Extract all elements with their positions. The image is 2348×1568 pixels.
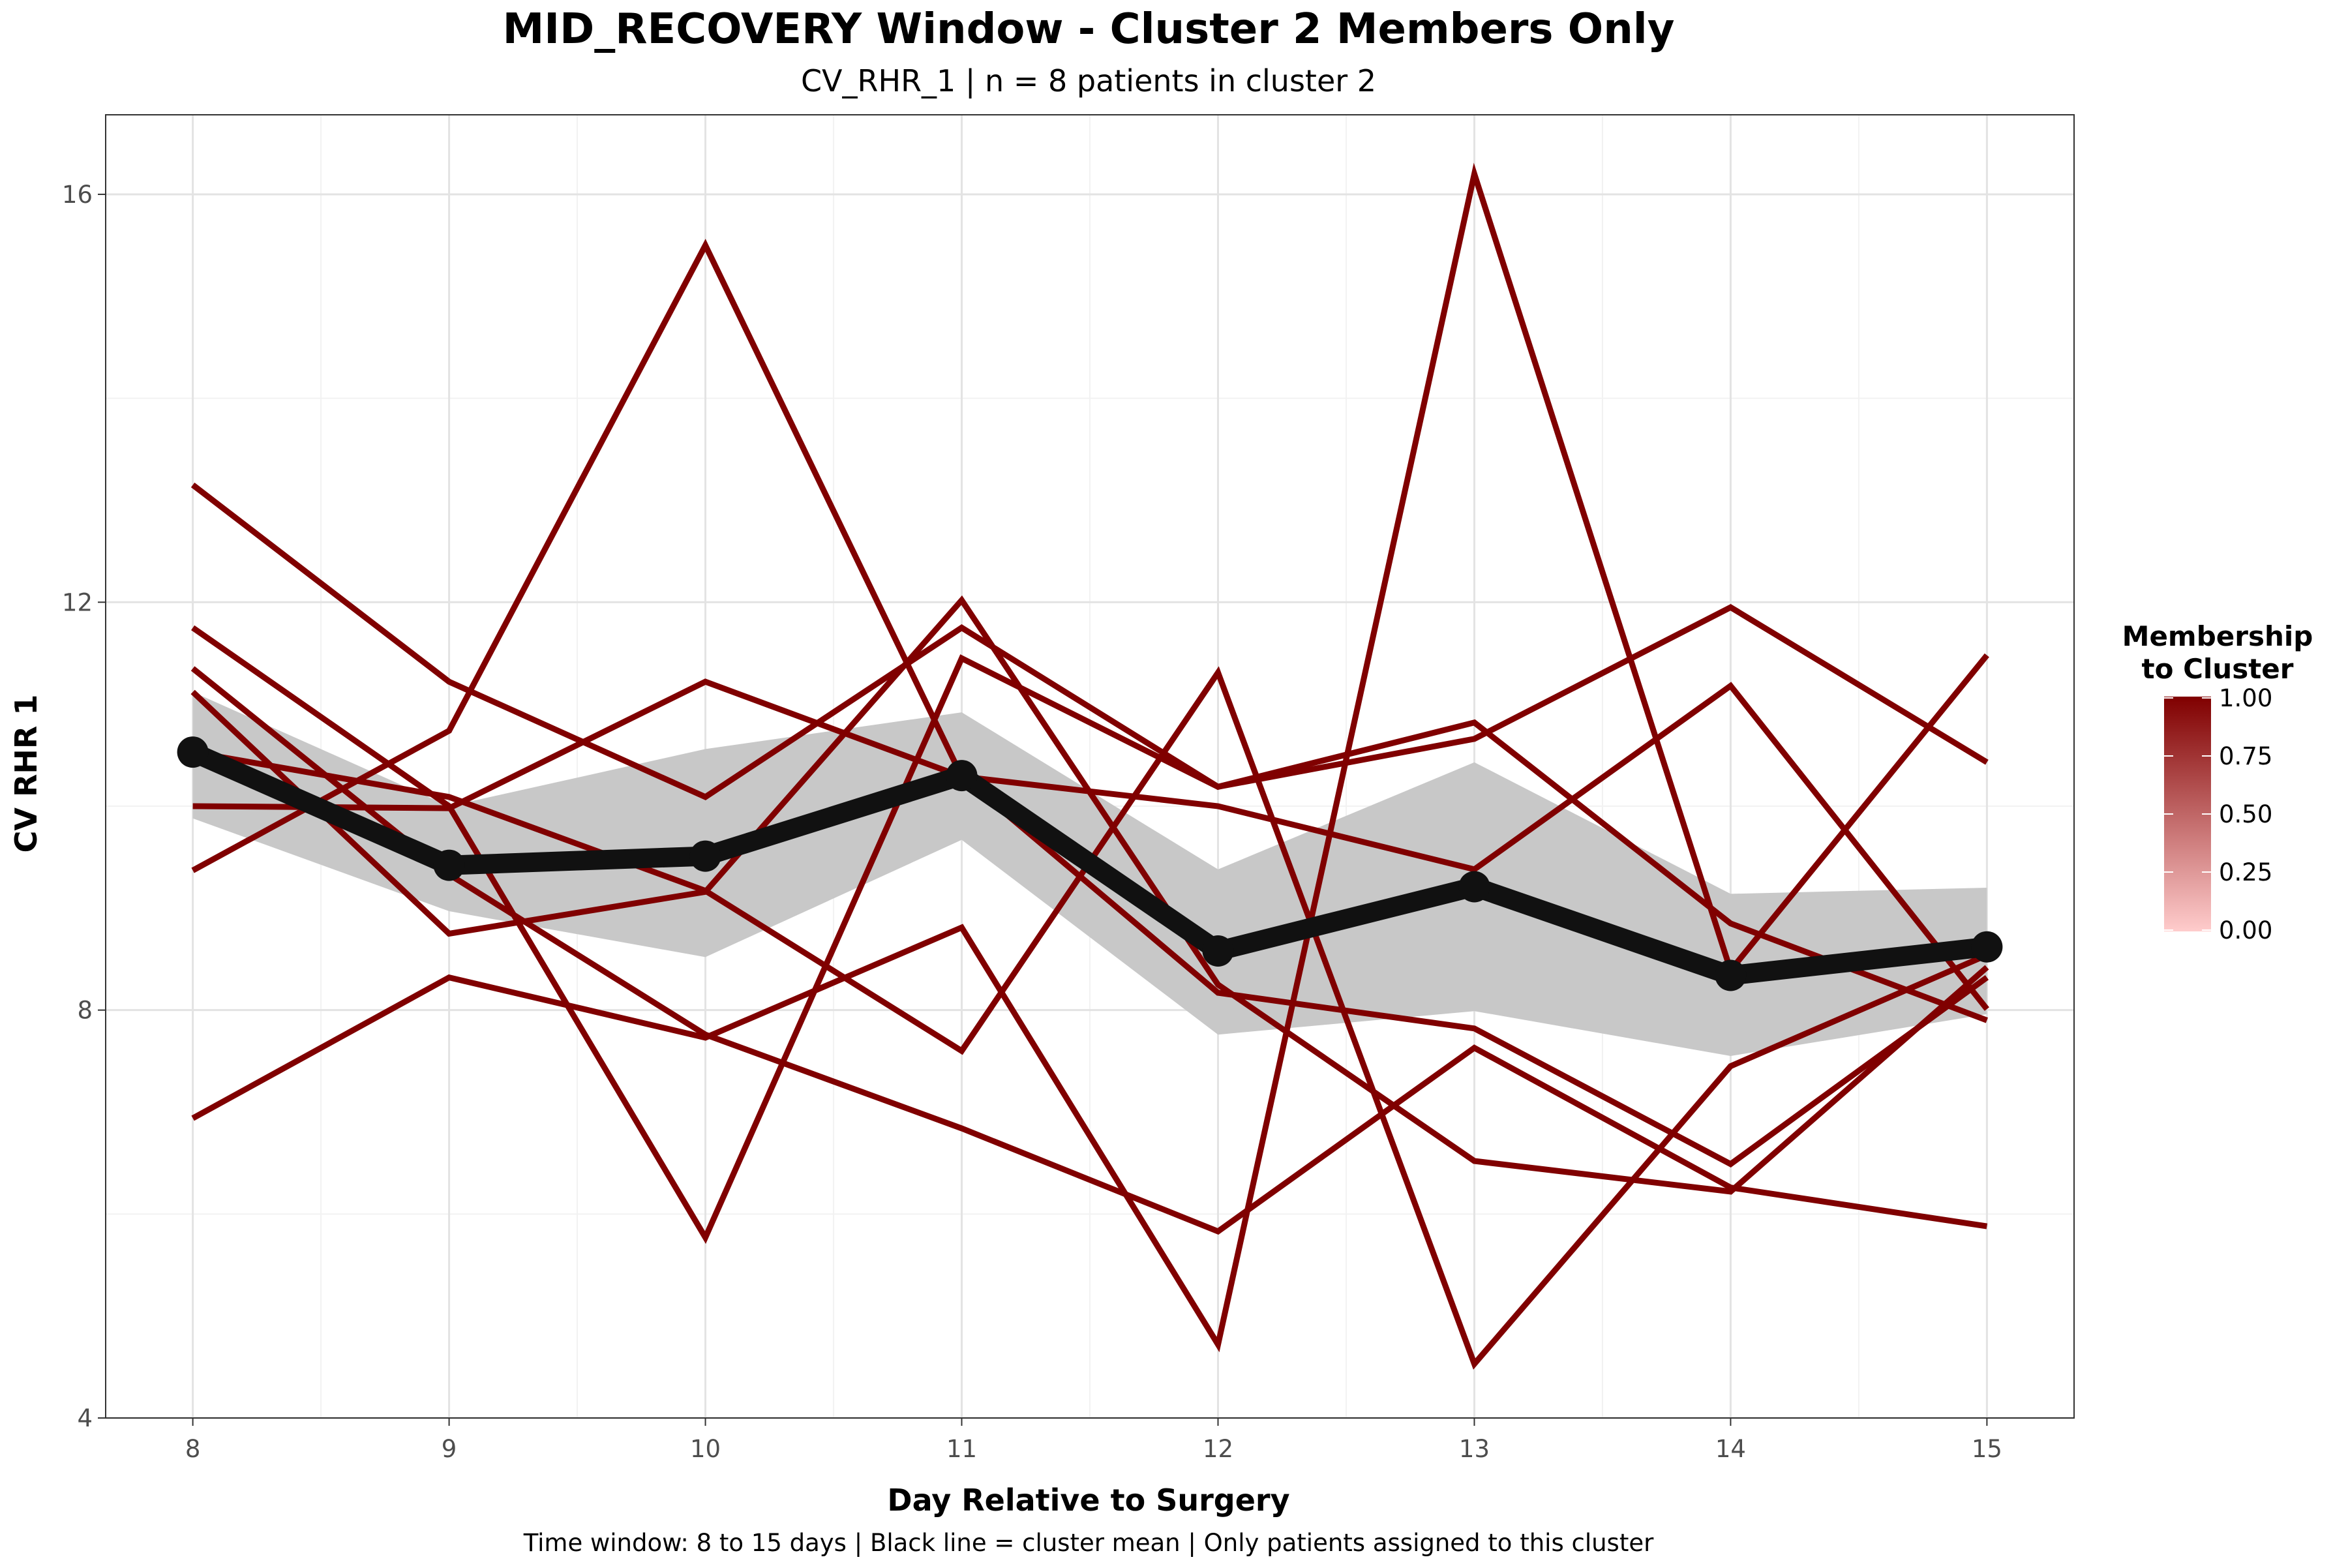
mean-point <box>1715 959 1747 991</box>
patient-line-1 <box>190 482 1989 801</box>
patient-line-7 <box>190 595 1989 1195</box>
legend-break-label: 0.75 <box>2219 742 2272 770</box>
mean-point <box>1971 931 2003 963</box>
x-tick-label: 13 <box>1459 1435 1490 1463</box>
cluster-mean <box>177 736 2003 991</box>
legend-title-line2: to Cluster <box>2142 653 2294 685</box>
legend: Membership to Cluster 1.00 0.75 0.50 0.25 0.… <box>2122 620 2313 944</box>
x-tick-label: 12 <box>1203 1435 1233 1463</box>
chart-caption: Time window: 8 to 15 days | Black line =… <box>523 1529 1654 1557</box>
y-tick-label: 16 <box>62 181 93 209</box>
mean-point <box>1458 871 1490 903</box>
legend-break-label: 0.50 <box>2219 800 2272 828</box>
patient-line-6 <box>190 666 1988 1235</box>
patient-line-8 <box>191 162 1989 1353</box>
legend-break-label: 0.00 <box>2219 916 2272 944</box>
x-axis-label: Day Relative to Surgery <box>887 1483 1289 1518</box>
patient-line-3 <box>191 239 1989 1168</box>
x-tick-label: 14 <box>1715 1435 1746 1463</box>
legend-break-label: 1.00 <box>2219 684 2272 712</box>
mean-line <box>183 742 1997 986</box>
y-tick-label: 8 <box>77 997 93 1025</box>
y-axis-label: CV RHR 1 <box>8 695 44 853</box>
y-tick-label: 4 <box>77 1404 93 1432</box>
chart-subtitle: CV_RHR_1 | n = 8 patients in cluster 2 <box>801 63 1376 99</box>
y-axis: 4 8 12 16 <box>62 181 106 1432</box>
y-tick-label: 12 <box>62 588 93 616</box>
mean-point <box>1202 935 1234 967</box>
x-axis: 8 9 10 11 12 13 14 15 <box>185 1418 2002 1463</box>
patient-line-2 <box>191 625 1988 1244</box>
legend-title-line1: Membership <box>2122 620 2313 652</box>
chart-title: MID_RECOVERY Window - Cluster 2 Members … <box>503 5 1675 53</box>
plot-border <box>105 114 2075 1419</box>
x-tick-label: 15 <box>1972 1435 2002 1463</box>
mean-point <box>177 736 209 768</box>
legend-break-label: 0.25 <box>2219 858 2272 886</box>
mean-point <box>433 849 465 881</box>
mean-point <box>689 840 721 872</box>
x-tick-label: 9 <box>442 1435 457 1463</box>
mean-point <box>946 760 978 792</box>
x-tick-label: 8 <box>185 1435 201 1463</box>
x-tick-label: 11 <box>946 1435 977 1463</box>
x-tick-label: 10 <box>690 1435 721 1463</box>
